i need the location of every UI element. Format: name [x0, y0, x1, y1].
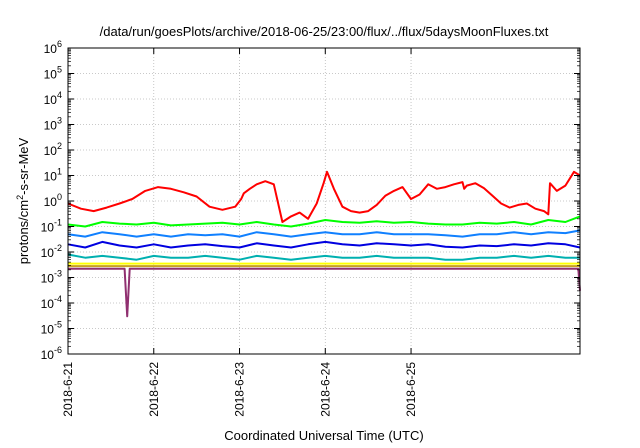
y-axis-title: protons/cm2-s-sr-MeV — [15, 137, 31, 264]
y-axis-title-base: protons/cm — [16, 200, 31, 264]
y-tick-label: 102 — [44, 141, 62, 158]
y-tick-label: 104 — [44, 90, 62, 107]
y-tick-label: 101 — [44, 167, 62, 184]
series-line-1 — [67, 170, 581, 223]
x-tick-label: 2018-6-22 — [147, 362, 161, 417]
y-tick-label: 100 — [44, 192, 62, 209]
x-tick-label: 2018-6-24 — [318, 362, 332, 417]
series-line-4 — [67, 240, 581, 249]
y-tick-label: 10-1 — [41, 218, 62, 235]
chart-title: /data/run/goesPlots/archive/2018-06-25/2… — [100, 24, 549, 39]
y-tick-label: 10-2 — [41, 243, 62, 260]
y-tick-label: 105 — [44, 65, 62, 82]
y-tick-label: 10-3 — [41, 269, 62, 286]
x-tick-label: 2018-6-23 — [233, 362, 247, 417]
y-tick-label: 10-4 — [41, 294, 62, 311]
y-tick-label: 10-6 — [41, 345, 62, 362]
plot-area — [67, 170, 581, 318]
series-line-5 — [67, 253, 580, 261]
y-tick-label: 106 — [44, 39, 62, 56]
series-line-2 — [67, 215, 581, 228]
x-axis-title: Coordinated Universal Time (UTC) — [224, 428, 423, 443]
y-axis-title-superscript: 2 — [15, 195, 25, 200]
series-line-8 — [68, 267, 581, 318]
y-axis: 10-6 10-5 10-4 10-3 10-2 10-1 100 101 102 103 104 1… — [41, 39, 580, 362]
x-tick-label: 2018-6-21 — [61, 362, 75, 417]
y-axis-title-rest: -s-sr-MeV — [16, 137, 31, 194]
x-tick-label: 2018-6-25 — [404, 362, 418, 417]
y-tick-label: 10-5 — [41, 320, 62, 337]
x-axis: 2018-6-21 2018-6-22 2018-6-23 2018-6-24 2018… — [61, 48, 418, 417]
series-line-3 — [67, 229, 581, 238]
y-tick-label: 103 — [44, 116, 62, 133]
grid-lines — [68, 47, 580, 355]
